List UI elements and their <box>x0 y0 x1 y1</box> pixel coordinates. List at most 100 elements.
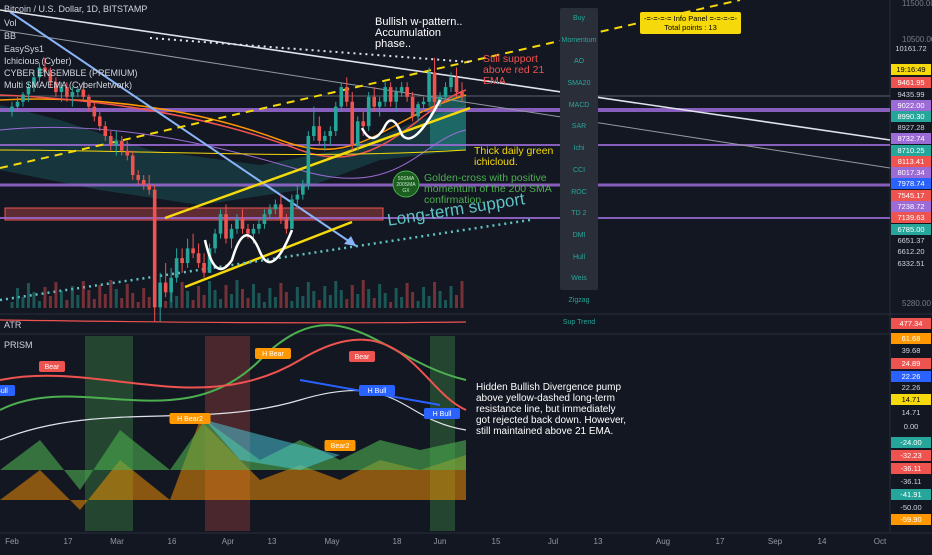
candle-body <box>339 87 344 107</box>
volume-bar <box>43 287 47 308</box>
candle-body <box>410 96 415 117</box>
candle-body <box>218 214 223 234</box>
menu-item-td2[interactable]: TD 2 <box>571 210 587 218</box>
prism-axis-label: -36.11 <box>901 477 922 486</box>
ichimoku-cloud-thick <box>430 95 466 150</box>
menu-item-ao[interactable]: AO <box>573 58 585 66</box>
volume-bar <box>114 289 118 308</box>
volume-bar <box>378 284 382 308</box>
volume-bar <box>422 287 426 308</box>
candle-body <box>196 253 201 264</box>
price-label: 8927.28 <box>897 123 924 132</box>
candle-body <box>350 101 355 146</box>
volume-bar <box>416 301 420 308</box>
menu-item-weis[interactable]: Weis <box>571 275 587 283</box>
candle-body <box>98 116 102 127</box>
candle-body <box>185 248 190 264</box>
candle-body <box>213 233 217 249</box>
candle-body <box>81 89 86 97</box>
volume-bar <box>109 280 113 308</box>
prism-signal-bg <box>324 440 356 451</box>
volume-bar <box>372 298 376 308</box>
candle-body <box>284 219 289 229</box>
menu-item-roc[interactable]: ROC <box>571 188 587 196</box>
price-label-bg <box>891 235 931 246</box>
menu-item-buy[interactable]: Buy <box>572 15 586 22</box>
x-axis-tick: Apr <box>222 537 235 546</box>
prism-axis-label-bg <box>891 382 931 393</box>
x-axis-tick: Jun <box>434 537 447 546</box>
menu-item-sar[interactable]: SAR <box>571 123 587 131</box>
menu-item-cci[interactable]: CCI <box>572 166 586 174</box>
price-label-bg <box>891 77 931 88</box>
prism-zone <box>430 336 455 531</box>
menu-item-momentum[interactable]: Momentum <box>561 36 597 44</box>
volume-bar <box>350 285 354 308</box>
menu-item-hull[interactable]: Hull <box>572 253 586 261</box>
volume-bar <box>455 295 459 308</box>
volume-bar <box>59 291 63 308</box>
volume-bar <box>317 300 321 308</box>
candle-body <box>295 194 300 200</box>
prism-line-red <box>0 338 467 411</box>
trendline-blue <box>9 11 357 247</box>
prism-axis-label-bg <box>891 450 931 461</box>
menu-item-zigzag[interactable]: Zigzag <box>568 296 590 304</box>
candle-body <box>48 72 53 83</box>
x-axis-tick: 13 <box>268 537 277 546</box>
menu-item-sup-trend[interactable]: Sup Trend <box>562 318 596 326</box>
prism-signal-label: Bear <box>355 354 370 361</box>
volume-bar <box>164 301 168 308</box>
menu-item-dmi[interactable]: DMI <box>572 231 586 239</box>
candle-body <box>70 91 75 97</box>
candle-body <box>432 72 437 102</box>
volume-bar <box>345 299 349 308</box>
trendline-white <box>0 9 891 141</box>
price-label: 8113.41 <box>898 157 925 166</box>
prism-signal-bg <box>359 385 395 396</box>
volume-bar <box>394 288 398 308</box>
arrow-head-blue <box>344 236 356 246</box>
volume-bar <box>405 283 409 308</box>
price-label: 9435.99 <box>897 90 924 99</box>
volume-bar <box>361 280 365 308</box>
price-label-bg <box>891 156 931 167</box>
price-label: 7978.74 <box>897 179 924 188</box>
prism-signal-bg <box>424 408 460 419</box>
menu-item-macd[interactable]: MACD <box>568 101 590 109</box>
candle-body <box>262 214 267 224</box>
candle-body <box>158 282 162 308</box>
atr-label-bg <box>891 318 931 329</box>
x-axis-tick: 17 <box>64 537 73 546</box>
menu-item-sma20[interactable]: SMA20 <box>567 80 591 88</box>
volume-bar <box>339 290 343 308</box>
volume-bar <box>10 302 14 308</box>
menu-item-ichi[interactable]: Ichi <box>573 145 585 153</box>
volume-bar <box>54 282 58 308</box>
prism-signal-bg <box>39 361 65 372</box>
candle-body <box>152 189 157 308</box>
prism-axis-label: 0.00 <box>904 422 919 431</box>
candle-body <box>438 96 442 102</box>
price-label: 6785.00 <box>897 225 924 234</box>
info-panel: -=-=-=-= Info Panel =-=-=-=- Total point… <box>640 12 741 34</box>
price-label-bg <box>891 43 931 54</box>
x-axis-tick: May <box>324 537 339 546</box>
candle-body <box>383 87 387 102</box>
prism-axis-label-bg <box>891 394 931 405</box>
indicator-vol: Vol <box>4 18 17 28</box>
candle-body <box>43 67 47 73</box>
volume-group <box>10 261 464 308</box>
prism-signal-bg <box>349 351 375 362</box>
candle-body <box>10 106 14 112</box>
volume-bar <box>251 284 255 308</box>
candle-body <box>59 87 64 92</box>
candle-body <box>460 91 464 97</box>
price-label: 10161.72 <box>895 44 926 53</box>
price-label-bg <box>891 201 931 212</box>
candle-body <box>443 87 448 97</box>
prism-axis-label-bg <box>891 358 931 369</box>
volume-bar <box>219 299 223 308</box>
indicator-easysys: EasySys1 <box>4 44 45 54</box>
